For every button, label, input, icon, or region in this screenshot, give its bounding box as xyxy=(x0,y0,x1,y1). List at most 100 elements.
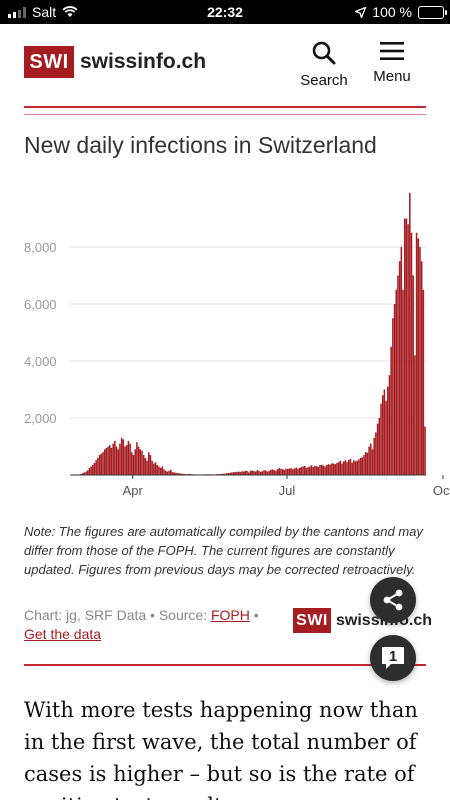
infection-bar xyxy=(248,472,250,475)
infection-bar xyxy=(332,463,335,475)
infection-bar xyxy=(380,403,382,475)
infection-bar xyxy=(92,465,94,475)
infection-bar xyxy=(351,462,353,475)
battery-icon xyxy=(418,5,447,19)
source-prefix: Chart: jg, SRF Data • Source: xyxy=(24,607,211,623)
comments-button[interactable]: 1 xyxy=(370,635,416,681)
infection-bar xyxy=(261,471,264,475)
x-tick-label: Oct xyxy=(433,483,450,498)
infection-bar xyxy=(141,450,143,475)
infection-bar xyxy=(307,467,309,475)
infection-bar xyxy=(125,445,128,475)
y-tick-label: 8,000 xyxy=(24,240,57,255)
infection-bar xyxy=(170,469,172,475)
infection-bar xyxy=(110,447,113,475)
infection-bar xyxy=(173,472,175,475)
infection-bar xyxy=(349,459,352,475)
infection-bar xyxy=(280,468,282,475)
infection-bar xyxy=(387,386,389,475)
infection-bar xyxy=(310,465,313,475)
infection-bar xyxy=(222,473,225,475)
infection-bar xyxy=(278,467,281,476)
infection-bar xyxy=(249,470,252,475)
infection-bar xyxy=(122,439,125,476)
infection-bar xyxy=(142,455,145,475)
infection-bar xyxy=(409,192,411,475)
wifi-icon xyxy=(62,6,78,17)
infection-bar xyxy=(366,452,369,475)
infection-bar xyxy=(363,455,365,475)
comment-icon xyxy=(382,647,404,669)
infection-bar xyxy=(290,468,292,475)
infection-bar xyxy=(124,446,126,475)
infection-bar xyxy=(373,437,375,475)
infection-bar xyxy=(134,449,136,475)
search-button[interactable]: Search xyxy=(296,40,352,89)
infection-bar xyxy=(312,467,314,475)
infection-bar xyxy=(271,469,274,475)
foph-link[interactable]: FOPH xyxy=(210,607,250,623)
infection-bar xyxy=(136,442,138,475)
infection-bar xyxy=(393,304,396,475)
infection-bar xyxy=(144,457,147,475)
infection-bar xyxy=(253,471,255,475)
infection-bar xyxy=(300,467,303,475)
infection-bar xyxy=(256,470,259,475)
infection-bar xyxy=(412,275,414,475)
share-button[interactable] xyxy=(370,577,416,623)
logo-wordmark: swissinfo.ch xyxy=(80,50,207,73)
clock: 22:32 xyxy=(207,4,243,20)
infection-bar xyxy=(244,470,247,475)
infection-bar xyxy=(175,472,177,475)
infection-bar xyxy=(156,465,158,475)
infection-bar xyxy=(359,457,362,475)
chart-title: New daily infections in Switzerland xyxy=(24,132,377,158)
infection-bar xyxy=(322,465,325,475)
carrier: Salt xyxy=(8,4,78,20)
infection-bar xyxy=(237,471,240,475)
infection-bar xyxy=(336,463,338,475)
menu-button[interactable]: Menu xyxy=(366,40,418,85)
infection-bar xyxy=(239,472,242,475)
infection-bar xyxy=(315,466,318,475)
infection-bar xyxy=(86,470,89,475)
infection-bar xyxy=(164,470,167,475)
infection-bar xyxy=(137,446,140,475)
infection-bar xyxy=(85,471,87,475)
infection-bar xyxy=(325,465,328,475)
infection-bar xyxy=(120,437,123,475)
infection-bar xyxy=(95,460,97,475)
infection-bar xyxy=(402,289,404,475)
infection-bar xyxy=(114,440,116,475)
infection-bar xyxy=(153,463,155,475)
infection-bar xyxy=(181,473,184,475)
infection-bar xyxy=(331,463,333,475)
header-divider xyxy=(24,106,426,108)
infection-bar xyxy=(254,471,257,475)
infection-bar xyxy=(324,466,326,475)
infection-bar xyxy=(395,289,398,475)
infection-bar xyxy=(407,224,409,475)
infection-bar xyxy=(371,449,374,475)
infection-bar xyxy=(102,452,104,475)
infection-bar xyxy=(188,473,191,475)
infection-bar xyxy=(220,473,223,475)
infection-bar xyxy=(258,470,260,475)
infection-bar xyxy=(305,467,308,476)
get-data-link[interactable]: Get the data xyxy=(24,626,102,642)
infection-bar xyxy=(108,445,111,475)
infection-bar xyxy=(273,470,275,475)
site-header: SWI swissinfo.ch Search Menu xyxy=(0,24,450,104)
infection-bar xyxy=(263,470,265,475)
infection-bar xyxy=(88,467,91,476)
infection-bar xyxy=(403,218,406,475)
infection-bar xyxy=(419,247,421,475)
infection-bar xyxy=(131,452,133,475)
infection-bar xyxy=(354,461,357,475)
infection-bar xyxy=(368,446,370,475)
swissinfo-logo[interactable]: SWI swissinfo.ch xyxy=(24,46,206,78)
infection-bar xyxy=(81,473,84,475)
infection-bar xyxy=(100,453,103,476)
infection-bar xyxy=(334,464,336,475)
infection-bar xyxy=(410,232,413,475)
